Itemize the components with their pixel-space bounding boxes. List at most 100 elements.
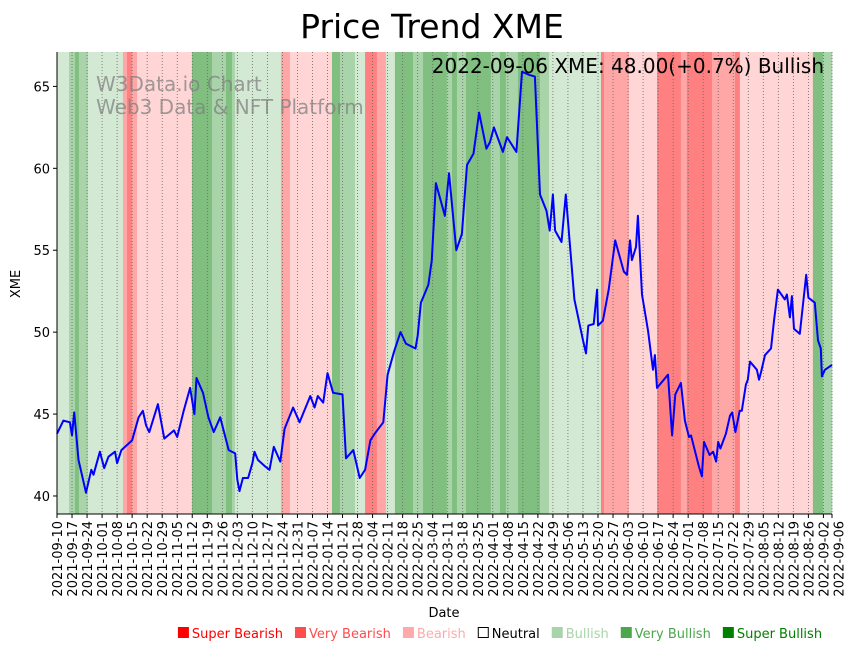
legend-swatch [551, 627, 563, 638]
legend-label: Bullish [566, 627, 609, 642]
sentiment-band [365, 52, 378, 514]
x-tick-label: 2021-11-19 [201, 521, 216, 597]
x-tick-label: 2022-01-07 [306, 521, 321, 597]
x-tick-label: 2022-09-06 [832, 521, 847, 597]
legend-label: Super Bullish [737, 627, 822, 642]
legend: Super Bearish Very Bearish Bearish Neutral B… [177, 627, 822, 642]
sentiment-band [394, 52, 414, 514]
sentiment-band [657, 52, 682, 514]
sentiment-band [490, 52, 501, 514]
sentiment-band [212, 52, 227, 514]
sentiment-band [122, 52, 128, 514]
chart-title: Price Trend XME [300, 7, 564, 46]
y-tick-label: 50 [33, 326, 50, 341]
legend-item: Neutral [477, 627, 540, 642]
x-tick-label: 2022-02-25 [412, 521, 427, 597]
legend-item: Very Bullish [620, 627, 711, 642]
x-tick-label: 2022-01-14 [321, 521, 336, 597]
x-tick-label: 2022-06-03 [622, 521, 637, 597]
sentiment-band [423, 52, 448, 514]
legend-item: Bearish [402, 627, 466, 642]
x-tick-label: 2021-10-29 [156, 521, 171, 597]
legend-label: Neutral [492, 627, 540, 642]
sentiment-band [711, 52, 719, 514]
sentiment-band [517, 52, 541, 514]
latest-price-annotation: 2022-09-06 XME: 48.00(+0.7%) Bullish [432, 54, 824, 78]
x-tick-label: 2022-08-19 [787, 521, 802, 597]
y-tick-label: 45 [33, 408, 50, 423]
sentiment-band [280, 52, 291, 514]
x-tick-label: 2022-06-10 [637, 521, 652, 597]
x-tick-label: 2022-07-08 [697, 521, 712, 597]
x-tick-label: 2022-05-20 [592, 521, 607, 597]
sentiment-band [446, 52, 453, 514]
sentiment-band [354, 52, 366, 514]
x-tick-label: 2021-10-01 [96, 521, 111, 597]
x-tick-label: 2022-07-29 [742, 521, 757, 597]
legend-swatch [620, 627, 632, 638]
legend-item: Super Bearish [177, 627, 283, 642]
sentiment-band [604, 52, 630, 514]
sentiment-band [192, 52, 213, 514]
y-tick-label: 65 [33, 80, 50, 95]
x-tick-label: 2022-08-12 [772, 521, 787, 597]
x-tick-label: 2022-01-28 [352, 521, 367, 597]
x-tick-label: 2021-12-10 [246, 521, 261, 597]
legend-label: Bearish [417, 627, 466, 642]
sentiment-band [137, 52, 193, 514]
sentiment-band [456, 52, 467, 514]
sentiment-band [686, 52, 713, 514]
x-tick-label: 2022-03-25 [472, 521, 487, 597]
sentiment-band [78, 52, 89, 514]
sentiment-band [87, 52, 124, 514]
watermark-line-1: W3Data.io Chart [96, 72, 262, 96]
sentiment-band [452, 52, 458, 514]
x-axis-label: Date [428, 606, 459, 621]
legend-label: Super Bearish [192, 627, 283, 642]
x-tick-label: 2022-03-04 [427, 521, 442, 597]
x-tick-label: 2021-11-05 [171, 521, 186, 597]
x-tick-label: 2022-05-06 [562, 521, 577, 597]
x-tick-label: 2022-04-29 [547, 521, 562, 597]
x-tick-label: 2021-10-08 [111, 521, 126, 597]
y-tick-label: 40 [33, 490, 50, 505]
legend-item: Super Bullish [722, 627, 822, 642]
x-tick-label: 2022-06-17 [652, 521, 667, 597]
x-tick-label: 2021-12-31 [291, 521, 306, 597]
x-tick-label: 2022-02-18 [397, 521, 412, 597]
x-tick-label: 2022-04-22 [532, 521, 547, 597]
x-tick-label: 2022-03-11 [442, 521, 457, 597]
y-tick-label: 60 [33, 162, 50, 177]
x-tick-label: 2022-07-15 [712, 521, 727, 597]
sentiment-band [234, 52, 282, 514]
x-tick-label: 2021-09-10 [51, 521, 66, 597]
x-tick-label: 2021-12-24 [276, 521, 291, 597]
sentiment-band [734, 52, 741, 514]
x-tick-label: 2022-02-04 [367, 521, 382, 597]
sentiment-band [680, 52, 688, 514]
sentiment-band [332, 52, 341, 514]
sentiment-bands [57, 52, 833, 514]
sentiment-band [465, 52, 492, 514]
x-tick-label: 2021-10-22 [141, 521, 156, 597]
x-tick-label: 2021-09-17 [66, 521, 81, 597]
y-axis-label: XME [9, 270, 24, 298]
x-tick-label: 2022-01-21 [337, 521, 352, 597]
legend-swatch [402, 627, 414, 638]
legend-swatch [177, 627, 189, 638]
sentiment-band [131, 52, 138, 514]
x-tick-label: 2022-04-08 [502, 521, 517, 597]
sentiment-band [225, 52, 233, 514]
sentiment-band [718, 52, 736, 514]
x-tick-label: 2022-02-11 [382, 521, 397, 597]
legend-swatch [722, 627, 734, 638]
sentiment-band [339, 52, 356, 514]
sentiment-band [57, 52, 70, 514]
watermark-line-2: Web3 Data & NFT Platform [96, 95, 364, 119]
x-tick-label: 2022-03-18 [457, 521, 472, 597]
x-tick-label: 2022-04-01 [487, 521, 502, 597]
sentiment-band [126, 52, 133, 514]
sentiment-band [549, 52, 602, 514]
sentiment-band [499, 52, 507, 514]
